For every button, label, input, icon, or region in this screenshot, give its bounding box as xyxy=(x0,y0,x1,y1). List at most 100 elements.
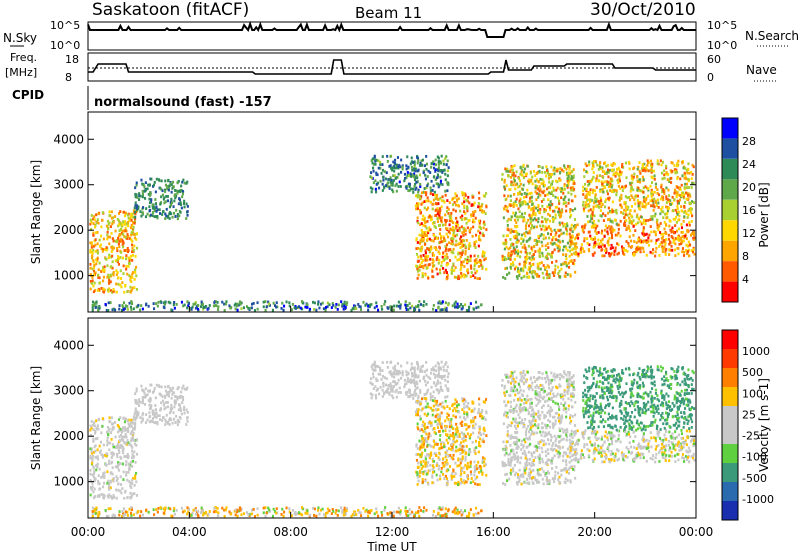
power-cell xyxy=(478,197,480,200)
power-cell xyxy=(684,186,686,189)
power-cell xyxy=(543,237,545,240)
power-cell xyxy=(102,269,104,272)
power-cell xyxy=(415,208,417,211)
power-cell xyxy=(605,225,607,228)
velocity-cell xyxy=(124,455,126,458)
velocity-cell xyxy=(335,509,337,512)
power-cell xyxy=(395,167,397,170)
power-cell xyxy=(576,253,578,256)
power-cell xyxy=(519,263,521,266)
power-cell xyxy=(608,237,610,240)
power-cell xyxy=(602,191,604,194)
power-cell xyxy=(425,234,427,237)
power-cell xyxy=(378,187,380,190)
power-cell xyxy=(529,200,531,203)
power-cell xyxy=(446,199,448,202)
power-cell xyxy=(186,307,188,310)
power-cell xyxy=(661,206,663,209)
power-cell xyxy=(107,231,109,234)
power-cell xyxy=(418,274,420,277)
power-cell xyxy=(521,170,523,173)
power-cell xyxy=(574,271,576,274)
power-cell xyxy=(566,184,568,187)
power-cell xyxy=(582,247,584,250)
velocity-cell xyxy=(247,513,249,516)
power-cell xyxy=(676,192,678,195)
power-cell xyxy=(552,271,554,274)
power-cell xyxy=(571,248,573,251)
power-cell xyxy=(648,234,650,237)
power-cell xyxy=(343,305,345,308)
power-cell xyxy=(372,162,374,165)
velocity-cell xyxy=(142,418,144,421)
power-cell xyxy=(134,278,136,281)
power-cell xyxy=(651,191,653,194)
power-cell xyxy=(653,230,655,233)
velocity-cell xyxy=(160,401,162,404)
power-cell xyxy=(666,171,668,174)
power-cell xyxy=(601,255,603,258)
velocity-cell xyxy=(412,397,414,400)
power-cell xyxy=(667,178,669,181)
power-cell xyxy=(682,235,684,238)
velocity-cell xyxy=(144,403,146,406)
velocity-cell xyxy=(466,467,468,470)
power-cell xyxy=(609,228,611,231)
power-cell xyxy=(422,272,424,275)
power-cell xyxy=(397,165,399,168)
power-cell xyxy=(134,271,136,274)
power-cell xyxy=(159,212,161,215)
velocity-cell xyxy=(180,407,182,410)
power-cell xyxy=(183,202,185,205)
power-cell xyxy=(604,214,606,217)
power-cell xyxy=(92,309,94,312)
power-cell xyxy=(537,235,539,238)
power-cell xyxy=(520,237,522,240)
velocity-cell xyxy=(118,449,120,452)
power-cell xyxy=(643,250,645,253)
velocity-cell xyxy=(397,362,399,365)
power-cell xyxy=(351,309,353,312)
power-cell xyxy=(517,207,519,210)
power-cell xyxy=(533,207,535,210)
power-cell xyxy=(417,222,419,225)
power-cell xyxy=(541,261,543,264)
power-cell xyxy=(507,224,509,227)
power-cell xyxy=(375,301,377,304)
power-cell xyxy=(619,204,621,207)
velocity-cell xyxy=(106,452,108,455)
velocity-cell xyxy=(444,429,446,432)
power-cell xyxy=(126,290,128,293)
power-cell xyxy=(510,263,512,266)
power-cell xyxy=(145,189,147,192)
velocity-cell xyxy=(382,395,384,398)
power-cell xyxy=(507,195,509,198)
velocity-cell xyxy=(181,507,183,510)
power-cell xyxy=(125,268,127,271)
power-cell xyxy=(412,191,414,194)
power-cell xyxy=(154,198,156,201)
velocity-cell xyxy=(113,494,115,497)
power-cell xyxy=(127,233,129,236)
power-cell xyxy=(586,199,588,202)
power-cell xyxy=(508,188,510,191)
power-cell xyxy=(665,206,667,209)
power-cell xyxy=(632,167,634,170)
power-cell xyxy=(516,170,518,173)
station-title: Saskatoon (fitACF) xyxy=(92,0,249,20)
power-cell xyxy=(113,271,115,274)
power-cell xyxy=(449,201,451,204)
power-cell xyxy=(655,242,657,245)
power-cell xyxy=(471,271,473,274)
velocity-cell xyxy=(164,507,166,510)
power-cell xyxy=(621,165,623,168)
power-cell xyxy=(452,263,454,266)
power-cell xyxy=(452,226,454,229)
power-cell xyxy=(474,262,476,265)
velocity-cell xyxy=(405,506,407,509)
power-cell xyxy=(618,228,620,231)
power-cell xyxy=(583,240,585,243)
power-cell xyxy=(355,307,357,310)
power-cell xyxy=(529,252,531,255)
